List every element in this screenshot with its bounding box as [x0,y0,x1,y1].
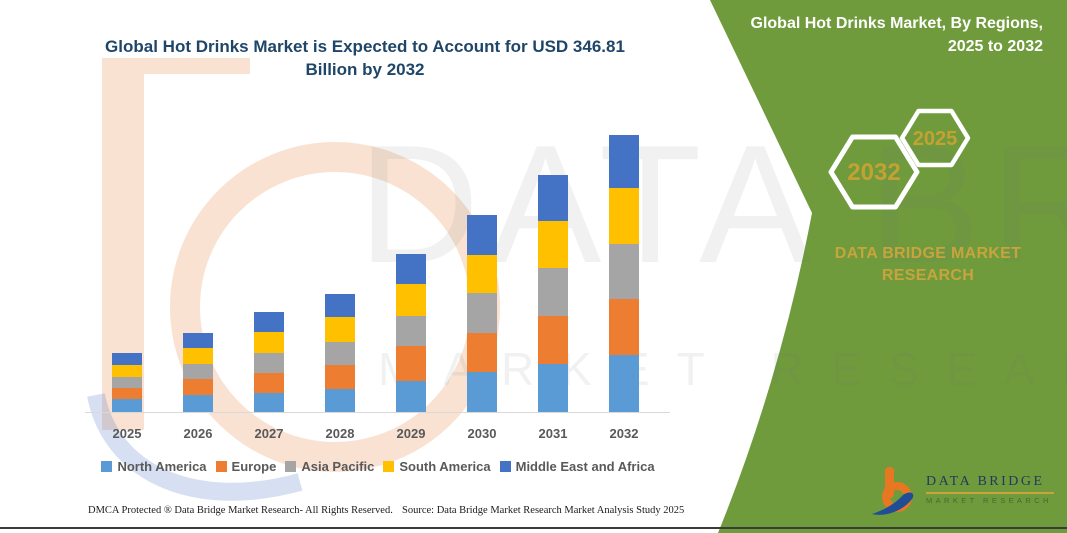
bar-segment-europe [609,298,639,356]
bar-segment-south-america [396,283,426,317]
bar-segment-europe [467,332,497,373]
bar-2025 [112,352,142,412]
bar-segment-asia-pacific [467,292,497,333]
panel-heading: Global Hot Drinks Market, By Regions, 20… [750,15,1044,56]
legend-item-europe: Europe [215,458,277,474]
x-axis-label-2029: 2029 [396,426,426,441]
x-axis-label-2031: 2031 [538,426,568,441]
legend-swatch [285,460,297,472]
chart-title: Global Hot Drinks Market is Expected to … [105,37,625,79]
footer-dmca-text: DMCA Protected ® Data Bridge Market Rese… [88,505,393,516]
bar-segment-south-america [183,347,213,364]
x-axis-line [85,412,670,413]
hexagon-2025: 2025 [899,108,971,168]
logo-name: DATA BRIDGE [926,474,1045,489]
legend-swatch [101,460,113,472]
forecast-hexagons: 2032 2025 [828,108,971,210]
logo-rule [926,492,1054,494]
bar-2028 [325,293,355,412]
bar-segment-south-america [538,221,568,268]
bar-segment-middle-east-and-africa [325,293,355,318]
hexagon-2032: 2032 [828,134,920,210]
bar-2026 [183,332,213,412]
bottom-rule [0,527,1067,529]
bar-segment-north-america [538,363,568,412]
chart-legend: North America Europe Asia Pacific South Ame… [83,456,673,476]
legend-item-north-america: North America [101,458,207,474]
bar-segment-north-america [183,395,213,412]
x-axis-label-2026: 2026 [183,426,213,441]
bar-2031 [538,174,568,412]
bar-segment-asia-pacific [538,267,568,317]
bar-2030 [467,214,497,412]
bar-segment-north-america [325,388,355,412]
legend-label: Asia Pacific [301,458,375,474]
legend-label: Europe [231,458,277,474]
legend-swatch [215,460,227,472]
bar-segment-north-america [609,355,639,412]
legend-item-asia-pacific: Asia Pacific [285,459,374,474]
bar-segment-middle-east-and-africa [609,134,639,188]
bar-segment-middle-east-and-africa [183,332,213,348]
footer-source-text: Source: Data Bridge Market Research Mark… [402,505,685,516]
bar-segment-north-america [396,380,426,412]
bar-segment-asia-pacific [254,352,284,373]
logo-words: DATA BRIDGE MARKET RESEARCH [926,464,1054,505]
bar-segment-middle-east-and-africa [467,214,497,255]
bar-segment-south-america [254,332,284,353]
bar-segment-north-america [467,372,497,412]
legend-swatch [499,460,511,472]
bar-segment-south-america [112,364,142,377]
bar-segment-north-america [112,399,142,412]
hexagon-2032-label: 2032 [847,159,900,186]
bar-segment-north-america [254,392,284,412]
x-axis-label-2025: 2025 [112,426,142,441]
legend-swatch [383,460,395,472]
bar-2027 [254,312,284,412]
bar-segment-asia-pacific [396,316,426,347]
bar-segment-south-america [609,187,639,244]
hexagon-2025-label: 2025 [913,128,958,150]
x-axis-label-2027: 2027 [254,426,284,441]
x-axis-label-2028: 2028 [325,426,355,441]
legend-label: Middle East and Africa [515,458,655,474]
bar-segment-europe [538,316,568,364]
bar-segment-asia-pacific [112,376,142,388]
logo-subtitle: MARKET RESEARCH [926,496,1052,505]
x-axis-label-2032: 2032 [609,426,639,441]
bar-2032 [609,134,639,412]
bar-segment-middle-east-and-africa [254,312,284,333]
data-bridge-logo: DATA BRIDGE MARKET RESEARCH [870,464,1054,520]
bar-segment-middle-east-and-africa [396,253,426,284]
blue-swoosh-watermark [87,393,303,501]
legend-label: North America [117,458,207,474]
legend-item-south-america: South America [383,458,491,474]
bar-segment-south-america [467,254,497,293]
bar-segment-middle-east-and-africa [112,352,142,365]
bar-segment-europe [396,346,426,381]
bar-segment-asia-pacific [183,363,213,379]
bar-segment-middle-east-and-africa [538,174,568,222]
logo-b-icon [872,467,914,515]
bar-segment-europe [254,372,284,393]
green-panel-shape [710,0,1067,533]
bar-segment-asia-pacific [325,342,355,366]
bar-segment-south-america [325,317,355,343]
x-axis-label-2030: 2030 [467,426,497,441]
legend-item-middle-east-and-africa: Middle East and Africa [499,458,655,474]
bar-segment-europe [325,365,355,389]
bar-segment-asia-pacific [609,243,639,299]
bar-segment-europe [112,387,142,400]
legend-label: South America [399,458,491,474]
brand-text: DATA BRIDGE MARKET RESEARCH [834,245,1022,284]
bar-segment-europe [183,378,213,396]
bar-2029 [396,253,426,412]
